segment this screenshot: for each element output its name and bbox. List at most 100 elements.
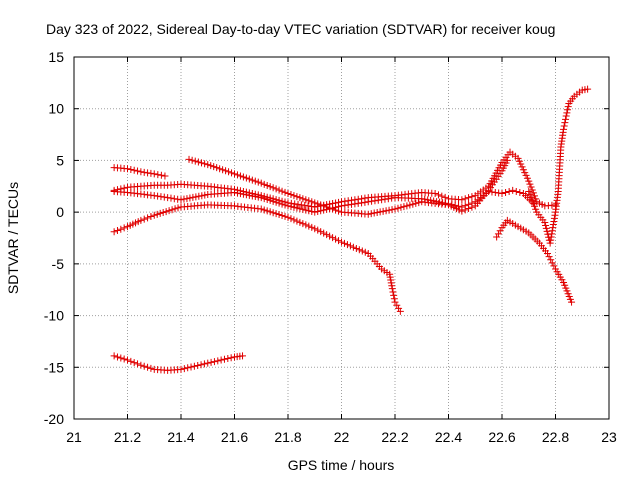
data-point: [185, 155, 193, 163]
data-point: [547, 233, 555, 241]
data-point: [272, 210, 280, 218]
data-point: [314, 207, 322, 215]
data-point: [503, 156, 511, 164]
data-point: [242, 174, 250, 182]
data-point: [263, 207, 271, 215]
data-point: [468, 203, 476, 211]
data-point: [227, 354, 235, 362]
data-point: [154, 171, 162, 179]
data-point: [257, 194, 265, 202]
data-point: [290, 216, 298, 224]
data-point: [364, 198, 372, 206]
data-point: [379, 207, 387, 215]
data-point: [251, 193, 259, 201]
x-tick-label: 22.4: [435, 429, 462, 445]
data-point: [465, 194, 473, 202]
data-point: [528, 196, 536, 204]
data-point: [177, 196, 185, 204]
data-point: [245, 175, 253, 183]
data-point: [225, 168, 233, 176]
data-point: [390, 291, 398, 299]
series-arc-3: [110, 186, 538, 216]
data-point: [248, 192, 256, 200]
data-point: [335, 207, 343, 215]
data-point: [317, 228, 325, 236]
data-point: [127, 357, 135, 365]
data-point: [214, 357, 222, 365]
data-point: [180, 365, 188, 373]
data-point: [233, 171, 241, 179]
data-point: [299, 205, 307, 213]
data-point: [390, 295, 398, 303]
data-point: [272, 198, 280, 206]
data-point: [361, 248, 369, 256]
x-tick-label: 21.4: [167, 429, 194, 445]
data-point: [341, 201, 349, 209]
data-point: [137, 361, 145, 369]
data-point: [388, 206, 396, 214]
y-tick-label: 0: [56, 204, 64, 220]
data-point: [548, 230, 556, 238]
series-arc-8: [110, 352, 247, 374]
data-point: [239, 190, 247, 198]
data-point: [254, 178, 262, 186]
data-point: [130, 166, 138, 174]
data-point: [228, 169, 236, 177]
data-point: [290, 192, 298, 200]
x-tick-label: 21.6: [221, 429, 248, 445]
data-point: [144, 214, 152, 222]
data-point: [269, 209, 277, 217]
series-arc-5: [110, 201, 404, 315]
data-point: [275, 199, 283, 207]
data-point: [458, 207, 466, 215]
data-point: [144, 169, 152, 177]
data-point: [254, 193, 262, 201]
data-point: [532, 195, 540, 203]
data-point: [515, 157, 523, 165]
data-point: [332, 235, 340, 243]
y-tick-label: -5: [52, 256, 65, 272]
data-point: [263, 181, 271, 189]
y-tick-label: 10: [48, 101, 64, 117]
data-point: [391, 298, 399, 306]
data-point: [495, 189, 503, 197]
y-tick-label: 15: [48, 49, 64, 65]
data-point: [257, 205, 265, 213]
data-point: [201, 160, 209, 168]
data-point: [150, 192, 158, 200]
data-point: [117, 225, 125, 233]
data-point: [403, 202, 411, 210]
data-point: [562, 115, 570, 123]
data-point: [210, 163, 218, 171]
y-axis: -20 -15 -10 -5 0 5 10 15: [44, 49, 609, 427]
data-point: [516, 188, 524, 196]
data-point: [394, 204, 402, 212]
data-point: [551, 211, 559, 219]
data-point: [517, 160, 525, 168]
data-point: [167, 194, 175, 202]
data-point: [388, 282, 396, 290]
data-point: [269, 197, 277, 205]
data-point: [171, 205, 179, 213]
data-point: [320, 202, 328, 210]
data-point: [496, 227, 504, 235]
x-tick-label: 22: [334, 429, 350, 445]
data-point: [465, 205, 473, 213]
data-point: [201, 191, 209, 199]
data-point: [113, 227, 121, 235]
data-point: [287, 191, 295, 199]
data-point: [351, 200, 359, 208]
data-point: [260, 195, 268, 203]
data-point: [207, 162, 215, 170]
data-point: [367, 210, 375, 218]
data-point: [137, 216, 145, 224]
data-point: [174, 204, 182, 212]
data-point: [213, 164, 221, 172]
data-point: [364, 210, 372, 218]
data-point: [329, 234, 337, 242]
data-point: [233, 189, 241, 197]
data-point: [191, 157, 199, 165]
data-point: [395, 304, 403, 312]
data-point: [110, 352, 118, 360]
data-point: [140, 362, 148, 370]
